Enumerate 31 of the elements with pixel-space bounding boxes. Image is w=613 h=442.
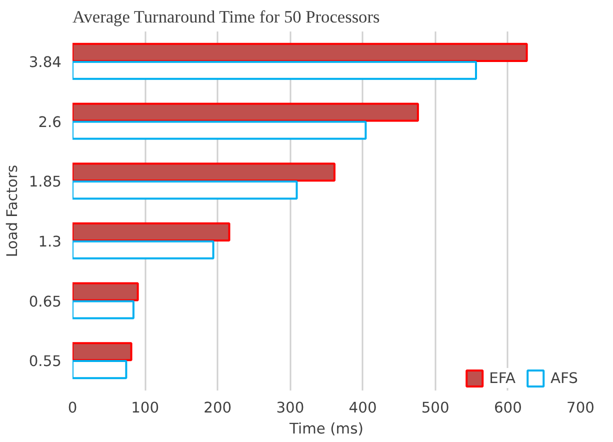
y-tick-label: 3.84 bbox=[28, 54, 62, 71]
bar bbox=[72, 60, 477, 80]
x-axis-title: Time (ms) bbox=[288, 420, 364, 438]
y-tick-label: 0.65 bbox=[28, 293, 62, 310]
x-tick-label: 300 bbox=[276, 400, 304, 416]
x-tick-label: 600 bbox=[494, 400, 522, 416]
chart-title: Average Turnaround Time for 50 Processors bbox=[72, 8, 380, 26]
y-tick-label: 1.85 bbox=[28, 174, 62, 191]
x-tick-label: 0 bbox=[68, 400, 78, 416]
y-tick-label: 0.55 bbox=[28, 353, 62, 370]
bar bbox=[72, 102, 419, 122]
x-tick-label: 100 bbox=[131, 400, 160, 416]
y-axis-title: Load Factors bbox=[4, 164, 21, 258]
bar bbox=[72, 360, 128, 380]
x-tick-label: 400 bbox=[348, 400, 377, 416]
bar bbox=[72, 180, 298, 200]
x-tick-label: 700 bbox=[566, 400, 594, 416]
bar bbox=[72, 282, 139, 302]
bar bbox=[72, 300, 134, 320]
bar bbox=[72, 222, 230, 242]
x-tick-label: 500 bbox=[421, 400, 450, 416]
bar bbox=[72, 120, 367, 140]
bar bbox=[72, 342, 132, 362]
bar bbox=[72, 240, 214, 260]
bar bbox=[72, 42, 528, 62]
x-tick-label: 200 bbox=[204, 400, 232, 416]
legend-label: AFS bbox=[550, 370, 578, 386]
y-tick-label: 1.3 bbox=[38, 233, 62, 250]
bar bbox=[72, 162, 336, 182]
y-tick-label: 2.6 bbox=[38, 114, 62, 131]
legend-label: EFA bbox=[489, 370, 516, 386]
